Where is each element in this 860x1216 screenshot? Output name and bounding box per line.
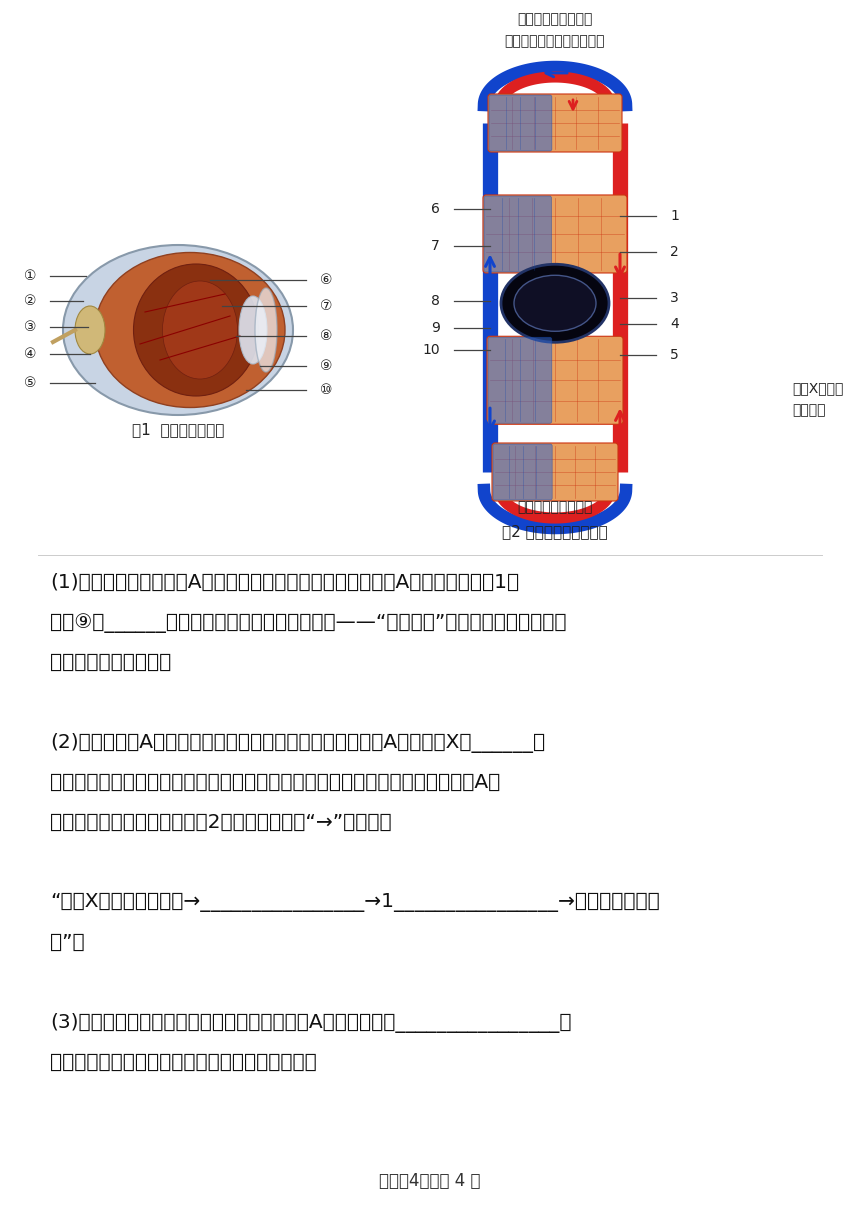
Text: 8: 8 — [431, 294, 440, 309]
FancyBboxPatch shape — [489, 95, 552, 151]
Text: 3: 3 — [670, 291, 679, 304]
Text: ⑦: ⑦ — [320, 299, 332, 313]
Text: 光的条件下看清物体。: 光的条件下看清物体。 — [50, 653, 171, 672]
Text: 1: 1 — [670, 209, 679, 223]
Text: 结构X部位的: 结构X部位的 — [792, 381, 844, 395]
Ellipse shape — [163, 281, 237, 379]
Text: （写出一种即可），可预防暂时性夜盲症的发生。: （写出一种即可），可预防暂时性夜盲症的发生。 — [50, 1053, 316, 1073]
Ellipse shape — [514, 275, 596, 331]
Ellipse shape — [75, 306, 105, 354]
Text: 管”。: 管”。 — [50, 933, 84, 952]
FancyBboxPatch shape — [484, 196, 551, 272]
Ellipse shape — [95, 253, 285, 407]
Text: 毛细血管: 毛细血管 — [792, 402, 826, 417]
Text: 身体上部的毛细血管: 身体上部的毛细血管 — [518, 12, 593, 26]
Text: （包含眼球内的毛细血管）: （包含眼球内的毛细血管） — [505, 34, 605, 47]
Text: (3)在日常生活中，我们应多吃一些富含维生素A的食物，如：________________等: (3)在日常生活中，我们应多吃一些富含维生素A的食物，如：___________… — [50, 1013, 572, 1034]
Text: 2: 2 — [670, 244, 679, 259]
Text: (1)若饮食中缺乏维生素A，或因某些消化系统疾病影响维生素A的吸收，致使图1结: (1)若饮食中缺乏维生素A，或因某些消化系统疾病影响维生素A的吸收，致使图1结 — [50, 573, 519, 592]
Text: 构［⑨］______中的杆状细胞无法合成感光色素——“视紫红质”，人们便无法在夜晚弱: 构［⑨］______中的杆状细胞无法合成感光色素——“视紫红质”，人们便无法在夜… — [50, 613, 567, 632]
Ellipse shape — [255, 288, 277, 372]
Text: ⑩: ⑩ — [320, 383, 332, 396]
Ellipse shape — [501, 264, 609, 342]
FancyBboxPatch shape — [487, 337, 623, 424]
Text: ①: ① — [24, 269, 36, 283]
Text: 7: 7 — [431, 240, 440, 253]
Text: “结构X部位的毛细血管→________________→1________________→眼球内的毛细血: “结构X部位的毛细血管→________________→1__________… — [50, 893, 660, 912]
Text: ⑥: ⑥ — [320, 274, 332, 287]
Text: ④: ④ — [24, 347, 36, 361]
Text: 5: 5 — [670, 348, 679, 362]
FancyBboxPatch shape — [488, 337, 552, 423]
FancyBboxPatch shape — [492, 443, 618, 501]
Ellipse shape — [63, 244, 293, 415]
Text: 图1  眼球的基本结构: 图1 眼球的基本结构 — [132, 422, 224, 437]
Ellipse shape — [133, 264, 259, 396]
FancyBboxPatch shape — [493, 444, 552, 500]
Text: ⑤: ⑤ — [24, 376, 36, 390]
Text: ②: ② — [24, 294, 36, 308]
Text: 4: 4 — [670, 317, 679, 332]
Text: 试卷第4页，共 4 页: 试卷第4页，共 4 页 — [379, 1172, 481, 1190]
Text: 被吸收后，可以通过血液循环到达眼球，从而参与视紫红质的合成。请将维生素A的: 被吸收后，可以通过血液循环到达眼球，从而参与视紫红质的合成。请将维生素A的 — [50, 773, 501, 792]
FancyBboxPatch shape — [488, 94, 622, 152]
Text: ⑧: ⑧ — [320, 330, 332, 343]
Text: 6: 6 — [431, 202, 440, 216]
Text: (2)服用维生素A可用于治疗暂时性夜盲症。当服用的维生素A在结构［X］______处: (2)服用维生素A可用于治疗暂时性夜盲症。当服用的维生素A在结构［X］_____… — [50, 733, 545, 753]
Ellipse shape — [239, 295, 267, 364]
Text: 10: 10 — [422, 343, 440, 358]
FancyBboxPatch shape — [483, 195, 627, 272]
Text: ⑨: ⑨ — [320, 359, 332, 373]
Text: 图2 人体血液循环示意图: 图2 人体血液循环示意图 — [502, 524, 608, 539]
Text: ③: ③ — [24, 320, 36, 334]
Text: 血液循环途径补充完整（用图2中的数字符号和“→”表示）。: 血液循环途径补充完整（用图2中的数字符号和“→”表示）。 — [50, 814, 391, 832]
Text: 9: 9 — [431, 321, 440, 336]
Text: 身体下部的毛细血管: 身体下部的毛细血管 — [518, 500, 593, 514]
